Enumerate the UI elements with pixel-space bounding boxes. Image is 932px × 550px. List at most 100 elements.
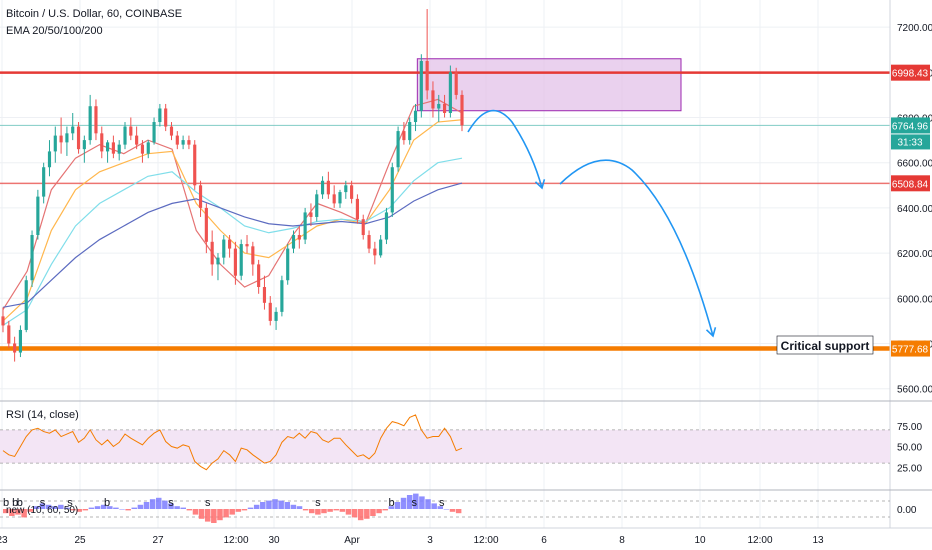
osc-bar — [260, 502, 266, 509]
candle-body — [274, 311, 278, 321]
candle — [59, 117, 63, 154]
osc-bar — [100, 504, 107, 509]
osc-bar — [284, 502, 291, 509]
candle-body — [233, 248, 237, 276]
critical-support-box — [776, 335, 874, 355]
price-tick-label: 5600.00 — [897, 385, 932, 396]
time-tick-label: Apr — [344, 535, 360, 546]
osc-bar — [235, 509, 242, 512]
candle — [245, 235, 249, 254]
candle-body — [228, 239, 232, 249]
candle-body — [344, 185, 348, 193]
candle-body — [280, 280, 284, 312]
osc-bar — [27, 509, 33, 512]
candle — [111, 135, 115, 159]
price-label-box — [891, 175, 930, 192]
osc-bar — [107, 506, 113, 509]
price-tick-label: 6400.00 — [897, 204, 932, 215]
candle-body — [355, 198, 359, 220]
ema-line-2 — [2, 119, 463, 322]
candle — [437, 94, 441, 123]
osc-bar — [351, 509, 358, 518]
osc-bar — [88, 507, 95, 509]
osc-bar — [204, 509, 211, 522]
time-tick-label: 12:00 — [223, 535, 248, 546]
osc-signal-s: s — [412, 497, 418, 509]
osc-bar — [186, 509, 193, 511]
osc-signal-s: s — [67, 497, 73, 509]
candle — [129, 117, 133, 141]
ema-legend: EMA 20/50/100/200 — [6, 25, 103, 37]
candle — [251, 241, 255, 276]
price-label-box — [891, 117, 930, 134]
time-tick-label: 8 — [619, 535, 625, 546]
candle-body — [350, 185, 354, 199]
osc-bar — [21, 509, 27, 518]
candle — [175, 131, 179, 150]
candle — [326, 171, 330, 199]
candle — [146, 140, 150, 159]
osc-bar — [76, 509, 82, 512]
candle-body — [164, 108, 168, 127]
candle-body — [442, 103, 447, 113]
candle-body — [454, 72, 458, 95]
candle-body — [257, 264, 261, 288]
price-label-box — [891, 64, 930, 81]
candle-body — [437, 103, 441, 109]
candle — [187, 135, 191, 150]
price-tick-label: 6600.00 — [897, 159, 932, 170]
osc-bar — [406, 495, 413, 509]
candle-body — [251, 246, 255, 265]
candle — [332, 185, 336, 208]
critical-support-label: Critical support — [781, 339, 870, 353]
osc-bar — [131, 507, 138, 509]
osc-bar — [15, 509, 21, 515]
candle-body — [216, 257, 220, 265]
candle-body — [361, 219, 365, 236]
candle-body — [303, 212, 307, 240]
candle-body — [204, 207, 208, 242]
osc-bar — [302, 509, 309, 511]
osc-bar — [168, 503, 174, 509]
osc-signal-s: s — [315, 497, 321, 509]
candle — [1, 307, 5, 333]
candle — [228, 235, 232, 258]
osc-legend: new (10, 60, 50) — [6, 505, 78, 516]
osc-bar — [94, 506, 101, 509]
candle-body — [419, 61, 423, 111]
candle-body — [158, 108, 162, 123]
candle — [384, 207, 389, 245]
osc-bar — [419, 496, 425, 509]
candle-body — [431, 90, 435, 109]
candle-body — [169, 126, 174, 136]
price-label: 5777.68 — [892, 345, 929, 356]
rsi-tick-label: 50.00 — [897, 443, 922, 454]
osc-bar — [64, 507, 70, 509]
osc-bar — [174, 506, 180, 509]
candle-body — [181, 140, 185, 145]
osc-bar — [266, 500, 272, 509]
candle — [419, 54, 423, 118]
candle — [53, 126, 57, 163]
candle — [94, 99, 98, 141]
projection-arrowhead-2 — [705, 327, 717, 338]
price-label: 6508.84 — [892, 179, 929, 190]
candle — [65, 126, 69, 156]
price-label: 6764.96 — [892, 121, 929, 132]
candle-body — [1, 316, 5, 326]
candle — [268, 296, 272, 326]
projection-arrow-1 — [467, 109, 543, 189]
candle — [204, 203, 208, 254]
candle-body — [425, 61, 429, 91]
osc-bar — [137, 504, 144, 509]
candle-body — [286, 248, 290, 281]
osc-bar — [39, 503, 46, 509]
osc-bar — [400, 497, 407, 509]
ema-line-1 — [2, 98, 463, 310]
candle — [291, 230, 296, 254]
candle-body — [320, 180, 325, 195]
candle-body — [222, 239, 226, 258]
osc-bar — [3, 509, 9, 514]
candle — [158, 103, 162, 127]
